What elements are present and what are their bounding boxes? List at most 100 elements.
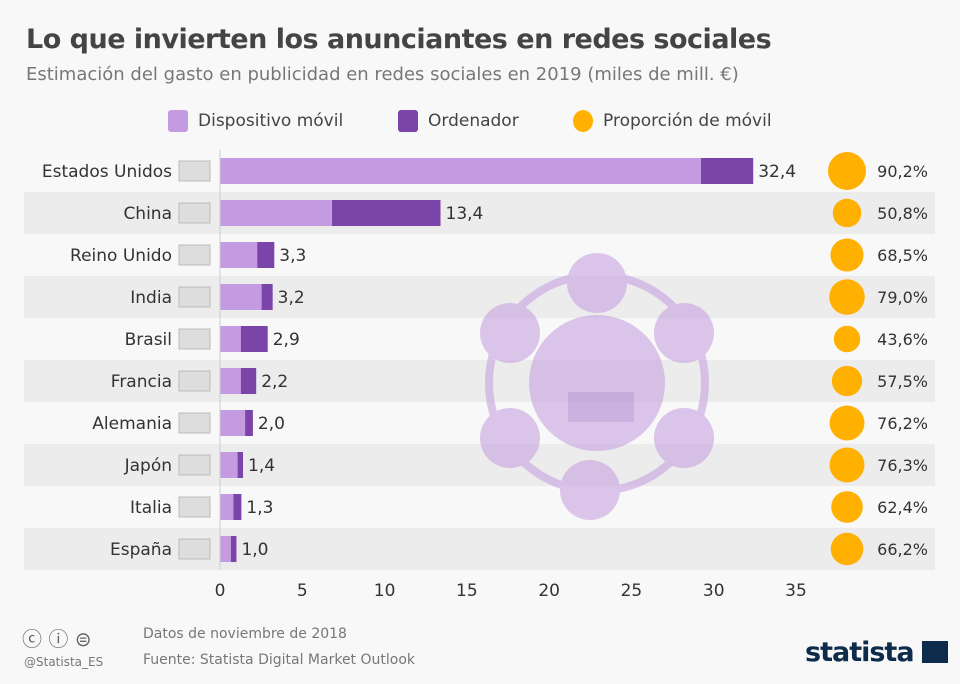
bar-mobile [220,410,246,436]
bar-desktop [332,200,441,226]
bar-mobile [220,326,241,352]
bar-mobile [220,452,238,478]
total-label: 1,0 [241,540,268,560]
total-label: 32,4 [758,162,796,182]
share-bubble [832,198,862,228]
bar-mobile [220,200,333,226]
share-icon [560,460,620,520]
share-label: 50,8% [877,204,928,223]
share-label: 90,2% [877,162,928,181]
row-stripe [24,444,935,486]
share-bubble [828,152,866,190]
row-stripe [24,276,935,318]
flag-icon [178,496,211,518]
share-label: 43,6% [877,330,928,349]
x-tick-label: 0 [215,581,226,601]
share-bubble [830,238,864,272]
legend-share: Proporción de móvil [573,110,772,132]
legend-mobile: Dispositivo móvil [168,110,343,132]
total-label: 3,2 [278,288,305,308]
bar-desktop [237,452,244,478]
thumbs-up-icon [480,303,540,363]
cc-license-icons: ⓒ ⓘ ⊜ [22,627,92,651]
bar-desktop [240,368,257,394]
globe-icon [567,253,627,313]
twitter-handle: @Statista_ES [24,655,104,669]
social-network-illustration [480,253,714,520]
flag-icon [178,202,211,224]
share-label: 76,2% [877,414,928,433]
share-label: 66,2% [877,540,928,559]
category-label: India [130,288,172,308]
flag-icon [178,244,211,266]
bar-desktop [700,158,754,184]
bar-desktop [245,410,253,436]
total-label: 2,9 [273,330,300,350]
flag-icon [178,286,211,308]
legend-swatch-mobile [168,110,188,132]
category-label: Estados Unidos [42,162,172,182]
share-label: 68,5% [877,246,928,265]
share-bubble [829,447,865,483]
legend-swatch-share [573,110,593,132]
bar-desktop [261,284,273,310]
data-date: Datos de noviembre de 2018 [143,626,347,642]
source: Fuente: Statista Digital Market Outlook [143,652,416,668]
chart-subtitle: Estimación del gasto en publicidad en re… [26,64,739,85]
flag-icon [178,412,211,434]
row-stripe [24,528,935,570]
share-label: 76,3% [877,456,928,475]
category-label: Alemania [92,414,172,434]
wifi-icon [654,408,714,468]
category-label: China [123,204,172,224]
share-bubble [830,532,864,566]
flag-icon [178,328,211,350]
flag-icon [178,538,211,560]
bar-mobile [220,494,234,520]
flag-icon [178,160,211,182]
total-label: 1,4 [248,456,275,476]
share-label: 79,0% [877,288,928,307]
bar-desktop [233,494,242,520]
x-tick-label: 30 [703,581,725,601]
share-label: 62,4% [877,498,928,517]
money-icon [568,392,634,422]
x-tick-label: 15 [456,581,478,601]
total-label: 3,3 [279,246,306,266]
row-stripe [24,360,935,402]
bar-mobile [220,158,701,184]
category-label: Brasil [125,330,172,350]
x-tick-label: 5 [297,581,308,601]
bar-desktop [240,326,268,352]
bar-mobile [220,242,258,268]
chart-title: Lo que invierten los anunciantes en rede… [26,24,772,55]
heart-icon [480,408,540,468]
share-bubble [831,365,863,397]
user-icon [654,303,714,363]
legend-label: Proporción de móvil [603,111,772,131]
flag-icon [178,370,211,392]
category-label: Francia [111,372,172,392]
share-bubble [833,325,861,353]
share-bubble [829,279,865,315]
bar-desktop [257,242,275,268]
statista-logo[interactable]: statista [805,637,948,668]
x-tick-label: 10 [374,581,396,601]
legend-label: Dispositivo móvil [198,111,344,131]
legend-desktop: Ordenador [398,110,519,132]
row-stripe [24,192,935,234]
total-label: 2,0 [258,414,285,434]
x-tick-label: 35 [785,581,807,601]
bar-mobile [220,536,231,562]
share-label: 57,5% [877,372,928,391]
total-label: 13,4 [446,204,484,224]
share-bubble [829,405,865,441]
bar-mobile [220,284,262,310]
total-label: 1,3 [246,498,273,518]
total-label: 2,2 [261,372,288,392]
x-tick-label: 25 [621,581,643,601]
category-label: Japón [124,456,172,476]
flag-icon [178,454,211,476]
bar-mobile [220,368,241,394]
